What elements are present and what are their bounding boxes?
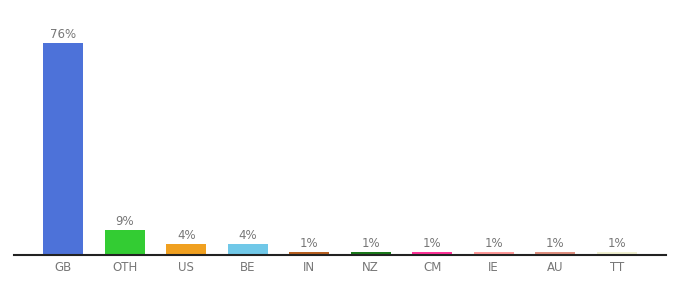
- Text: 1%: 1%: [362, 237, 380, 250]
- Bar: [535, 252, 575, 255]
- Text: 1%: 1%: [300, 237, 318, 250]
- Bar: [597, 252, 636, 255]
- Text: 9%: 9%: [116, 215, 134, 228]
- Text: 1%: 1%: [546, 237, 564, 250]
- Text: 4%: 4%: [177, 229, 196, 242]
- Bar: [351, 252, 391, 255]
- Bar: [412, 252, 452, 255]
- Bar: [44, 43, 83, 255]
- Text: 1%: 1%: [484, 237, 503, 250]
- Text: 1%: 1%: [423, 237, 441, 250]
- Bar: [228, 244, 268, 255]
- Bar: [167, 244, 206, 255]
- Text: 76%: 76%: [50, 28, 76, 41]
- Bar: [474, 252, 513, 255]
- Text: 1%: 1%: [607, 237, 626, 250]
- Bar: [105, 230, 145, 255]
- Bar: [289, 252, 329, 255]
- Text: 4%: 4%: [239, 229, 257, 242]
